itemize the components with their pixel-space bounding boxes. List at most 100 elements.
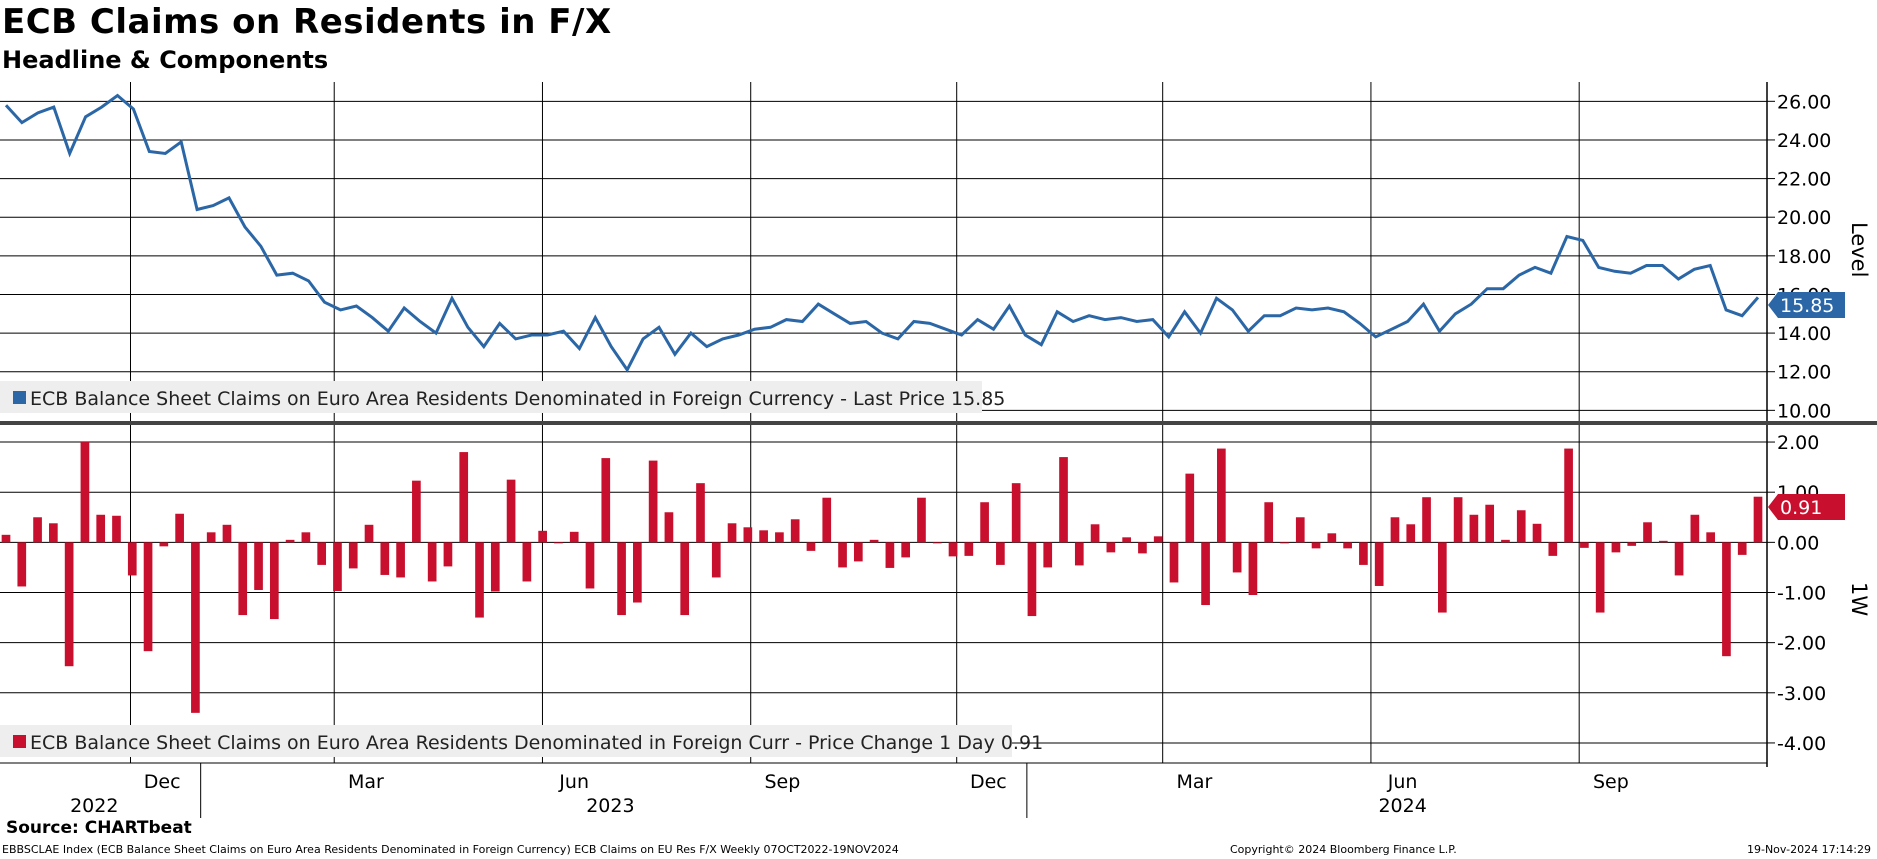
bar xyxy=(648,460,658,543)
last-value-badge-level: 15.85 xyxy=(1768,292,1845,318)
bar xyxy=(1390,517,1400,543)
bar xyxy=(443,542,453,567)
bar xyxy=(1295,517,1305,543)
bar xyxy=(743,527,753,543)
x-month-label: Sep xyxy=(764,771,800,793)
bar xyxy=(822,497,832,543)
legend-background xyxy=(0,381,982,413)
bar xyxy=(1548,542,1558,556)
chart-subtitle: Headline & Components xyxy=(2,46,329,74)
bar xyxy=(285,539,295,543)
x-axis-labels: Dec Mar Jun Sep Dec Mar Jun Sep 2022 2023 2024 xyxy=(70,763,1629,818)
bar xyxy=(1343,542,1352,549)
bar xyxy=(1217,448,1226,543)
bar xyxy=(711,542,721,578)
bar xyxy=(1406,524,1416,543)
bar xyxy=(980,502,989,543)
bar xyxy=(1595,542,1605,613)
bar xyxy=(80,442,90,543)
y-tick-label: 26.00 xyxy=(1777,91,1831,113)
footer-copyright: Copyright© 2024 Bloomberg Finance L.P. xyxy=(1230,843,1457,856)
bar xyxy=(554,542,563,544)
bar xyxy=(1327,533,1337,543)
bar xyxy=(1232,542,1242,573)
bar xyxy=(1311,542,1321,549)
bar xyxy=(727,523,737,543)
x-month-label: Jun xyxy=(558,771,589,793)
x-month-label: Mar xyxy=(1176,771,1212,793)
bar xyxy=(1122,537,1131,543)
bar xyxy=(775,532,784,543)
bar xyxy=(1011,483,1021,543)
bar xyxy=(1153,536,1163,543)
y-tick-label: -2.00 xyxy=(1777,633,1826,655)
bar xyxy=(996,542,1005,565)
bar xyxy=(1485,504,1495,543)
bar xyxy=(1043,542,1053,568)
bar xyxy=(1090,524,1100,543)
y-tick-label: 22.00 xyxy=(1777,169,1831,191)
bar xyxy=(1722,542,1731,657)
footer-timestamp: 19-Nov-2024 17:14:29 xyxy=(1746,843,1871,856)
legend-swatch-level xyxy=(13,391,26,404)
bar xyxy=(17,542,27,587)
y-tick-label: -3.00 xyxy=(1777,683,1826,705)
legend-change: ECB Balance Sheet Claims on Euro Area Re… xyxy=(30,732,1043,754)
bar xyxy=(759,530,768,543)
bar xyxy=(569,531,579,543)
bar xyxy=(853,542,863,562)
bar xyxy=(1280,542,1289,544)
bar xyxy=(1264,502,1274,543)
y-tick-label: 0.00 xyxy=(1777,532,1819,554)
y-tick-label: 24.00 xyxy=(1777,130,1831,152)
bar xyxy=(932,542,942,544)
bar xyxy=(1737,542,1747,555)
bar-series xyxy=(1,442,1763,713)
bar xyxy=(617,542,626,616)
bar xyxy=(1674,542,1684,576)
y-axis-label-level: Level xyxy=(1847,222,1871,277)
y-tick-label: -4.00 xyxy=(1777,733,1826,755)
bar xyxy=(901,542,911,558)
y-tick-label: 2.00 xyxy=(1777,432,1819,454)
last-value-badge-change: 0.91 xyxy=(1768,494,1845,520)
legend-level: ECB Balance Sheet Claims on Euro Area Re… xyxy=(30,388,1005,410)
chart-title: ECB Claims on Residents in F/X xyxy=(2,2,612,42)
bar xyxy=(1169,542,1179,583)
bar xyxy=(964,542,974,556)
bar xyxy=(1422,497,1431,543)
bar xyxy=(64,542,74,667)
x-month-label: Dec xyxy=(970,771,1007,793)
bar xyxy=(506,479,516,543)
bar xyxy=(1643,522,1652,543)
line-series xyxy=(4,93,1760,373)
bar xyxy=(364,524,374,543)
bar xyxy=(412,480,421,543)
last-value-change: 0.91 xyxy=(1780,497,1822,519)
bar xyxy=(96,514,106,543)
y-tick-label: -1.00 xyxy=(1777,582,1826,604)
y-tick-labels: 26.0024.0022.0020.0018.0016.0014.0012.00… xyxy=(1767,91,1831,755)
x-month-label: Sep xyxy=(1593,771,1629,793)
bar xyxy=(1564,448,1573,543)
bar xyxy=(269,542,279,620)
bar xyxy=(522,542,532,582)
bar xyxy=(33,517,42,543)
bar xyxy=(1516,510,1526,543)
bar xyxy=(238,542,248,616)
bar xyxy=(333,542,342,591)
bar xyxy=(1453,497,1463,543)
bar xyxy=(475,542,484,618)
bar xyxy=(427,542,437,582)
bar xyxy=(601,458,611,543)
bar xyxy=(396,542,405,578)
bar xyxy=(633,542,642,603)
legend-background xyxy=(0,725,1012,757)
bar xyxy=(806,542,816,551)
y-tick-label: 12.00 xyxy=(1777,362,1831,384)
x-year-label: 2022 xyxy=(70,795,118,817)
bar xyxy=(191,542,200,713)
bar xyxy=(1580,542,1589,548)
bar xyxy=(1374,542,1384,586)
bar xyxy=(1658,540,1668,543)
